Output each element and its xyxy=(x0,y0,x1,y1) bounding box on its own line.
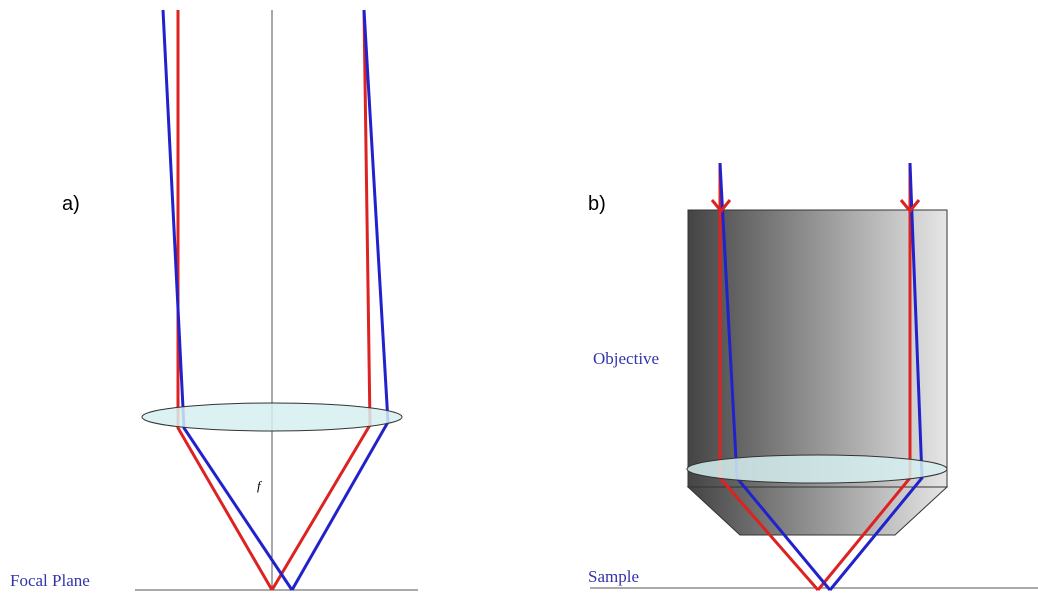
focal-plane-label: Focal Plane xyxy=(10,571,90,590)
lens xyxy=(142,403,402,431)
objective-body xyxy=(688,210,947,487)
sample-label: Sample xyxy=(588,567,639,586)
objective-label: Objective xyxy=(593,349,659,368)
red-ray xyxy=(178,10,272,590)
panel-label: b) xyxy=(588,193,606,215)
lens xyxy=(687,455,947,483)
red-ray xyxy=(272,10,370,590)
diagram: a) f Focal Plane b) Objective Sample xyxy=(0,0,1038,594)
blue-ray xyxy=(292,10,388,590)
blue-ray xyxy=(163,10,292,590)
focal-length-label: f xyxy=(257,478,263,493)
panel-label: a) xyxy=(62,193,80,215)
